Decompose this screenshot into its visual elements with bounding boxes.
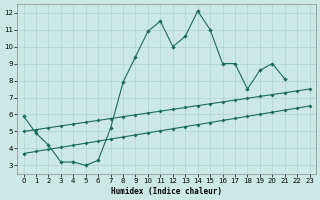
X-axis label: Humidex (Indice chaleur): Humidex (Indice chaleur) (111, 187, 222, 196)
